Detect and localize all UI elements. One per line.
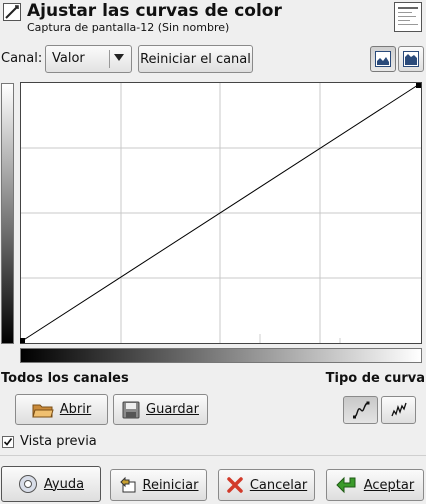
curve-type-heading: Tipo de curva bbox=[326, 371, 425, 386]
preview-label[interactable]: Vista previa bbox=[20, 434, 97, 449]
dialog-title: Ajustar las curvas de color bbox=[27, 1, 282, 21]
accept-button[interactable]: Aceptar bbox=[326, 469, 424, 501]
output-gradient-bar bbox=[1, 83, 14, 344]
chevron-down-icon bbox=[114, 54, 124, 61]
smooth-curve-button[interactable] bbox=[343, 396, 378, 424]
image-thumbnail bbox=[394, 2, 422, 32]
cancel-button[interactable]: Cancelar bbox=[218, 469, 315, 501]
freehand-curve-icon bbox=[390, 401, 408, 419]
preview-checkbox[interactable] bbox=[2, 436, 14, 448]
smooth-curve-icon bbox=[352, 401, 370, 419]
folder-open-icon bbox=[32, 401, 54, 419]
input-gradient-bar bbox=[20, 348, 422, 363]
curves-tool-icon bbox=[3, 3, 21, 21]
reset-channel-button[interactable]: Reiniciar el canal bbox=[138, 45, 253, 73]
log-histogram-button[interactable] bbox=[398, 46, 424, 72]
floppy-disk-icon bbox=[122, 401, 140, 419]
accept-arrow-icon bbox=[336, 476, 358, 494]
checkmark-icon bbox=[3, 437, 13, 447]
save-button[interactable]: Guardar bbox=[113, 394, 208, 425]
open-button[interactable]: Abrir bbox=[15, 394, 108, 425]
log-histogram-icon bbox=[403, 51, 419, 67]
curve-graph[interactable] bbox=[20, 82, 422, 344]
help-button[interactable]: Ayuda bbox=[1, 466, 101, 502]
linear-histogram-button[interactable] bbox=[370, 46, 396, 72]
reset-button[interactable]: Reiniciar bbox=[110, 469, 207, 501]
curve-point-start[interactable] bbox=[20, 338, 25, 343]
freehand-curve-button[interactable] bbox=[381, 396, 416, 424]
dialog-subtitle: Captura de pantalla-12 (Sin nombre) bbox=[27, 21, 229, 34]
all-channels-heading: Todos los canales bbox=[1, 371, 129, 386]
channel-label: Canal: bbox=[1, 51, 42, 66]
channel-select-value: Valor bbox=[52, 51, 85, 66]
channel-select[interactable]: Valor bbox=[45, 45, 132, 73]
linear-histogram-icon bbox=[375, 51, 391, 67]
revert-icon bbox=[119, 476, 137, 494]
help-lifebuoy-icon bbox=[18, 474, 38, 494]
cancel-x-icon bbox=[226, 476, 244, 494]
separator bbox=[0, 455, 426, 456]
curve-point-end[interactable] bbox=[416, 83, 421, 88]
